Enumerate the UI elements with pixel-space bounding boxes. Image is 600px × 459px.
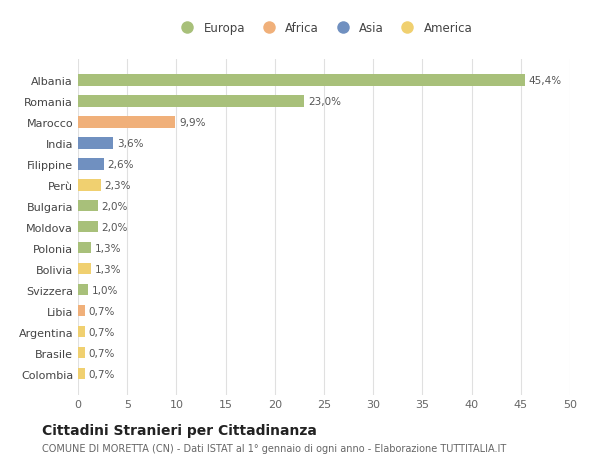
Text: 23,0%: 23,0% — [308, 96, 341, 106]
Text: 0,7%: 0,7% — [89, 306, 115, 316]
Text: 2,6%: 2,6% — [107, 159, 134, 169]
Bar — [78, 347, 85, 358]
Text: 1,3%: 1,3% — [95, 243, 121, 253]
Bar — [78, 326, 85, 338]
Bar — [78, 201, 98, 212]
Text: 2,3%: 2,3% — [104, 180, 131, 190]
Bar — [78, 263, 91, 275]
Legend: Europa, Africa, Asia, America: Europa, Africa, Asia, America — [175, 22, 473, 35]
Bar — [78, 242, 91, 254]
Bar — [78, 305, 85, 317]
Bar — [78, 96, 304, 107]
Text: 45,4%: 45,4% — [529, 76, 562, 86]
Text: 9,9%: 9,9% — [179, 118, 206, 128]
Bar — [78, 284, 88, 296]
Text: 1,3%: 1,3% — [95, 264, 121, 274]
Text: 3,6%: 3,6% — [118, 139, 144, 148]
Bar — [78, 159, 104, 170]
Bar — [78, 221, 98, 233]
Bar — [78, 75, 525, 86]
Text: 2,0%: 2,0% — [101, 222, 128, 232]
Text: 1,0%: 1,0% — [92, 285, 118, 295]
Text: Cittadini Stranieri per Cittadinanza: Cittadini Stranieri per Cittadinanza — [42, 423, 317, 437]
Text: 2,0%: 2,0% — [101, 202, 128, 211]
Bar — [78, 368, 85, 380]
Text: 0,7%: 0,7% — [89, 327, 115, 337]
Bar — [78, 117, 175, 128]
Bar — [78, 138, 113, 149]
Text: 0,7%: 0,7% — [89, 369, 115, 379]
Bar — [78, 179, 101, 191]
Text: 0,7%: 0,7% — [89, 348, 115, 358]
Text: COMUNE DI MORETTA (CN) - Dati ISTAT al 1° gennaio di ogni anno - Elaborazione TU: COMUNE DI MORETTA (CN) - Dati ISTAT al 1… — [42, 443, 506, 453]
